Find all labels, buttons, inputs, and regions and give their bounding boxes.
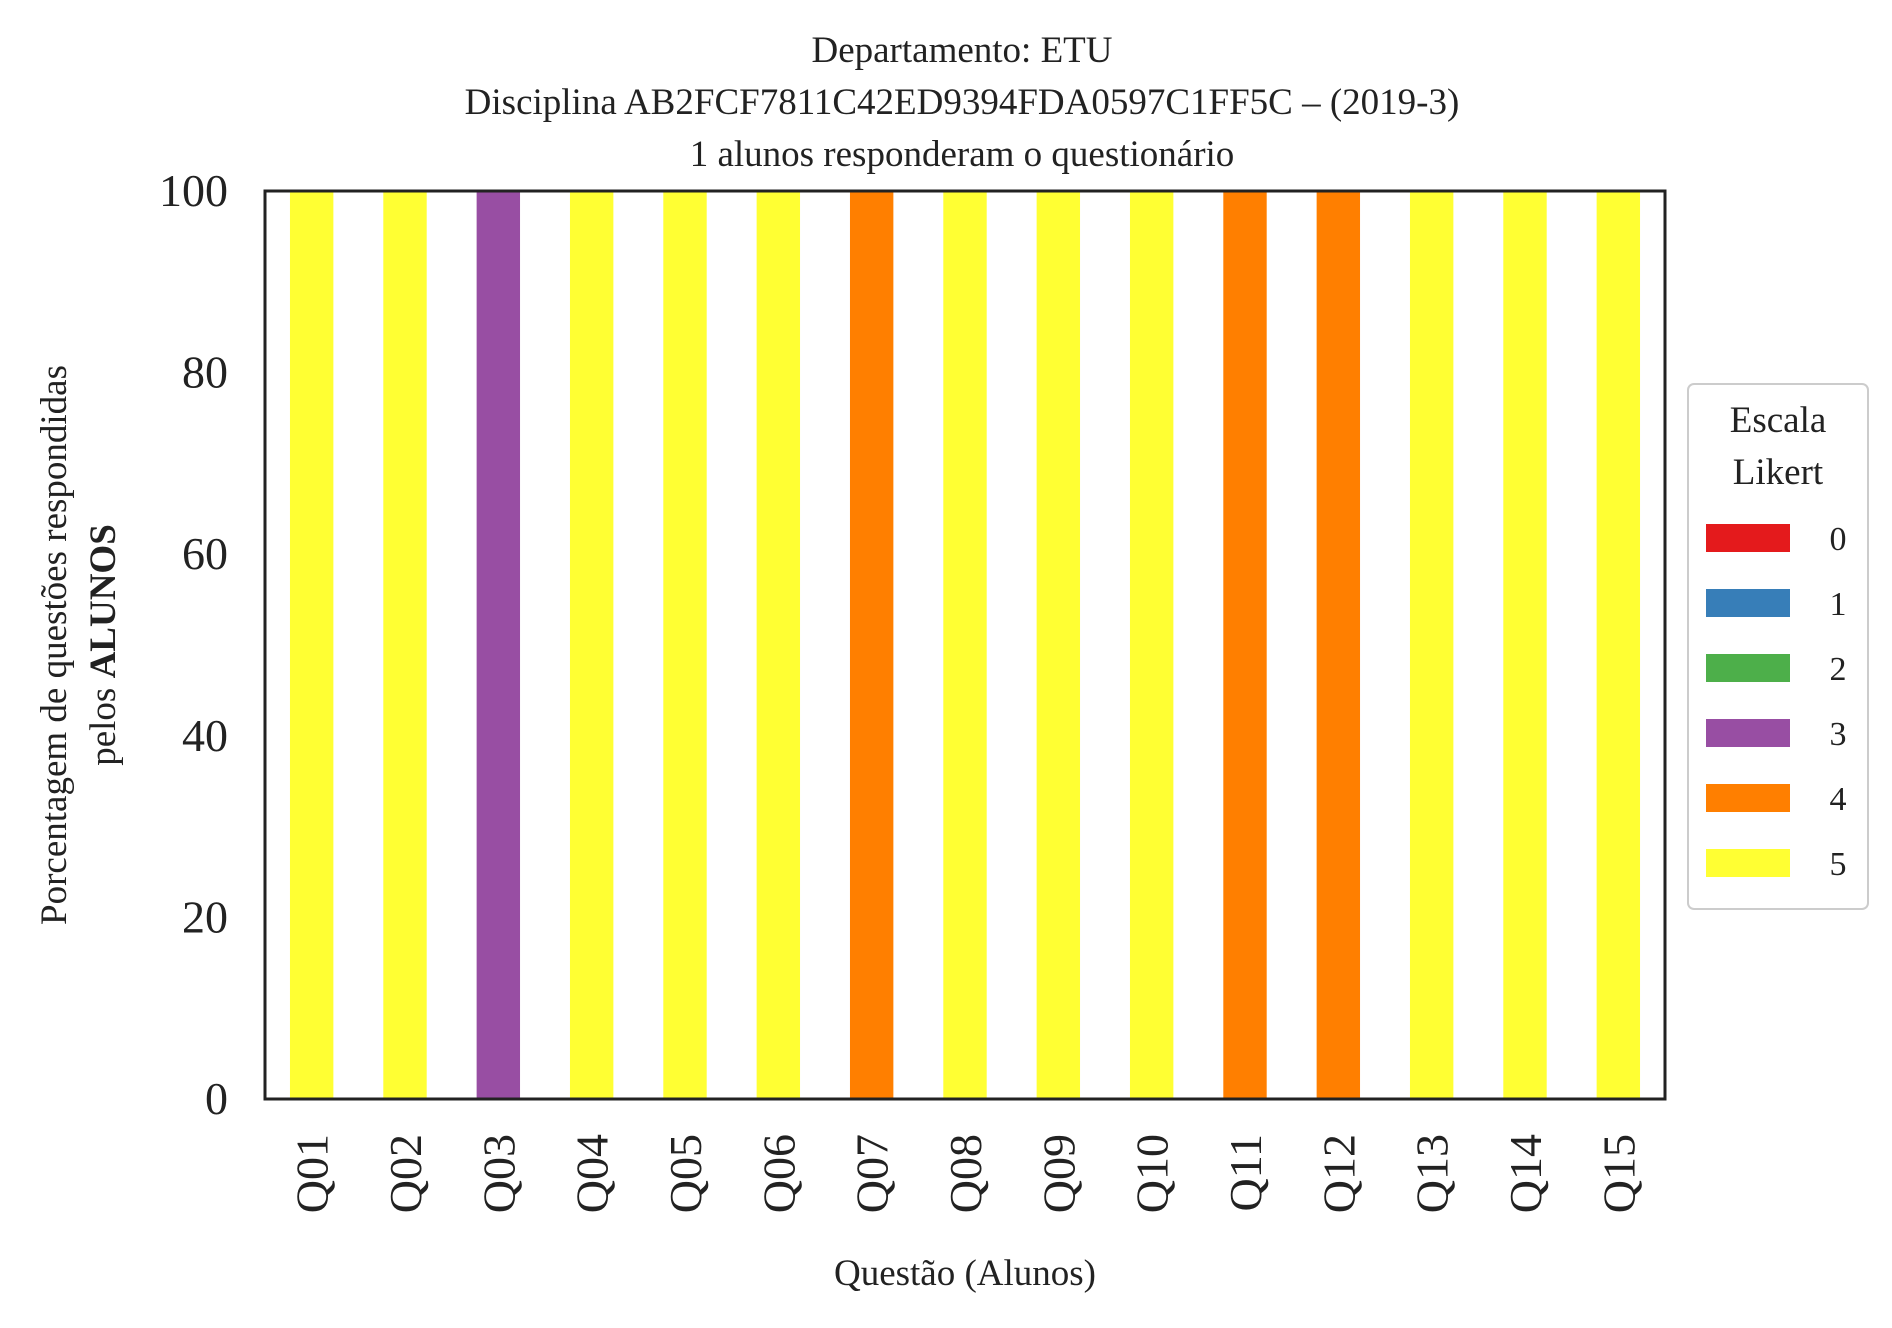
legend-swatch-5 <box>1706 849 1790 877</box>
bar-q09-likert-5 <box>1036 191 1081 1099</box>
bar-q03-likert-3 <box>476 191 521 1099</box>
x-tick-label-q02: Q02 <box>380 1134 431 1213</box>
bar-q05-likert-5 <box>663 191 707 1099</box>
legend-swatch-0 <box>1706 524 1790 552</box>
y-tick-label-40: 40 <box>182 710 228 761</box>
x-axis-label: Questão (Alunos) <box>834 1253 1096 1294</box>
legend: Escala Likert 0 1 2 3 4 5 <box>1687 383 1869 910</box>
bar-q11-likert-4 <box>1223 191 1267 1099</box>
x-tick-label-q12: Q12 <box>1313 1134 1364 1213</box>
x-tick-label-q01: Q01 <box>287 1134 338 1213</box>
x-tick-label-q08: Q08 <box>940 1134 991 1213</box>
x-tick-label-q04: Q04 <box>567 1134 618 1213</box>
chart-title-line-3: 1 alunos responderam o questionário <box>690 134 1235 175</box>
bar-q10-likert-5 <box>1129 191 1174 1099</box>
x-tick-label-q15: Q15 <box>1593 1134 1644 1213</box>
bar-q02-likert-5 <box>383 191 427 1099</box>
bar-q08-likert-5 <box>943 191 987 1099</box>
legend-swatch-2 <box>1706 654 1790 682</box>
x-tick-label-q09: Q09 <box>1033 1134 1084 1213</box>
y-tick-label-60: 60 <box>182 528 228 579</box>
legend-box <box>1687 383 1869 910</box>
legend-items: 0 1 2 3 4 5 <box>1706 521 1847 883</box>
x-axis-ticks: Q01 Q02 Q03 Q04 Q05 Q06 Q07 Q08 Q09 Q10 Q11 Q12 Q13 Q… <box>287 1134 1645 1213</box>
bar-q06-likert-5 <box>756 191 801 1099</box>
bar-q04-likert-5 <box>569 191 614 1099</box>
x-tick-label-q05: Q05 <box>660 1134 711 1213</box>
x-tick-label-q13: Q13 <box>1407 1134 1458 1213</box>
chart-title-line-1: Departamento: ETU <box>811 30 1112 71</box>
bars-layer <box>289 191 1641 1099</box>
y-axis-ticks: 0 20 40 60 80 100 <box>159 165 228 1124</box>
x-tick-label-q10: Q10 <box>1127 1134 1178 1213</box>
legend-swatch-1 <box>1706 589 1790 617</box>
y-axis-label: Porcentagem de questões respondidas pelo… <box>34 365 124 925</box>
legend-label-4: 4 <box>1830 781 1847 818</box>
bar-q01-likert-5 <box>289 191 334 1099</box>
y-tick-label-100: 100 <box>159 165 228 216</box>
bar-q13-likert-5 <box>1409 191 1454 1099</box>
x-tick-label-q11: Q11 <box>1220 1134 1271 1212</box>
legend-label-3: 3 <box>1830 716 1847 753</box>
bar-q15-likert-5 <box>1596 191 1641 1099</box>
legend-label-2: 2 <box>1830 651 1847 688</box>
bar-q07-likert-4 <box>849 191 894 1099</box>
legend-swatch-3 <box>1706 719 1790 747</box>
y-axis-label-bold: ALUNOS <box>83 524 124 678</box>
legend-label-1: 1 <box>1830 586 1847 623</box>
legend-swatch-4 <box>1706 784 1790 812</box>
y-tick-label-80: 80 <box>182 347 228 398</box>
y-tick-label-20: 20 <box>182 891 228 942</box>
y-axis-label-line-2: pelos ALUNOS <box>83 524 124 766</box>
chart-title-line-2: Disciplina AB2FCF7811C42ED9394FDA0597C1F… <box>465 82 1460 123</box>
x-tick-label-q14: Q14 <box>1500 1134 1551 1213</box>
y-tick-label-0: 0 <box>205 1073 228 1124</box>
bar-q12-likert-4 <box>1316 191 1361 1099</box>
x-tick-label-q06: Q06 <box>753 1134 804 1213</box>
y-axis-label-prefix: pelos <box>83 678 124 765</box>
y-axis-label-line-1: Porcentagem de questões respondidas <box>34 365 75 925</box>
plot-frame <box>263 189 1667 1101</box>
chart-title: Departamento: ETU Disciplina AB2FCF7811C… <box>465 30 1460 175</box>
legend-title-line-2: Likert <box>1733 452 1824 493</box>
legend-label-0: 0 <box>1830 521 1847 558</box>
x-tick-label-q03: Q03 <box>473 1134 524 1213</box>
x-tick-label-q07: Q07 <box>847 1134 898 1213</box>
legend-label-5: 5 <box>1830 846 1847 883</box>
bar-q14-likert-5 <box>1503 191 1547 1099</box>
legend-title-line-1: Escala <box>1730 400 1827 441</box>
